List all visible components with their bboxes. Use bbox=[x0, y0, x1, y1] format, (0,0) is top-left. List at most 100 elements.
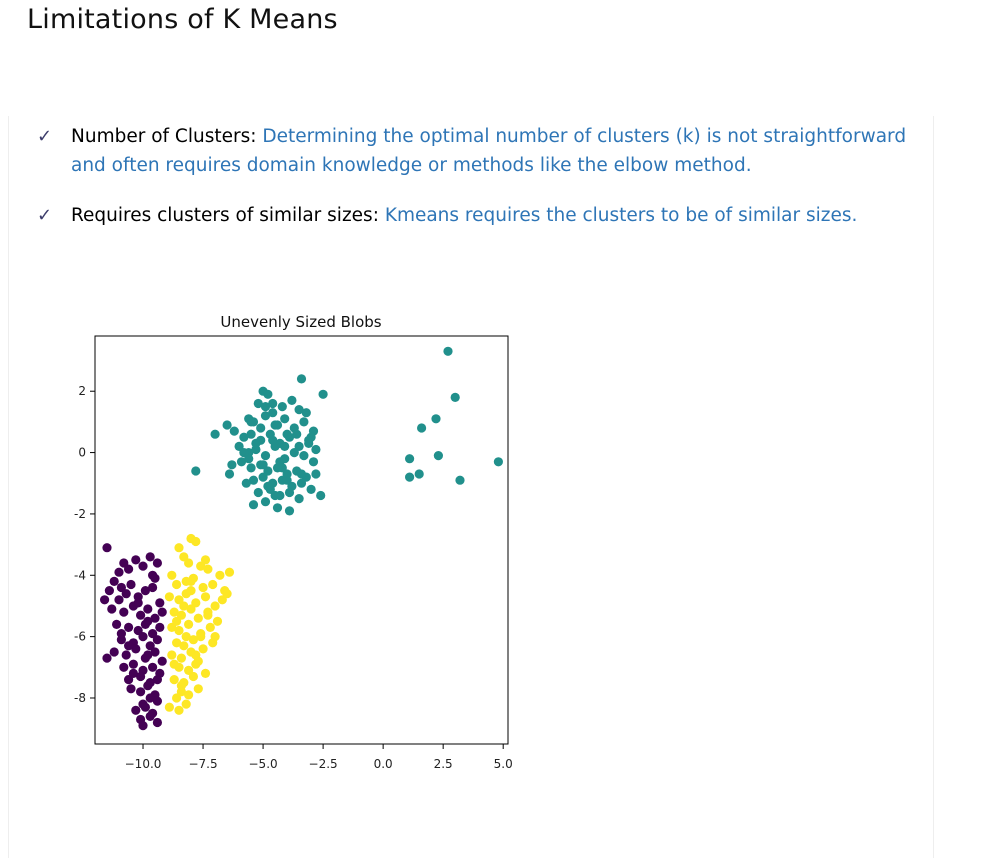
scatter-point bbox=[184, 619, 194, 629]
scatter-point bbox=[140, 702, 150, 712]
scatter-point bbox=[311, 469, 321, 479]
scatter-point bbox=[107, 604, 117, 614]
scatter-point bbox=[241, 478, 251, 488]
bullet-similar-sizes: ✓ Requires clusters of similar sizes: Km… bbox=[37, 201, 941, 230]
scatter-point bbox=[152, 696, 162, 706]
scatter-point bbox=[284, 506, 295, 516]
scatter-point bbox=[294, 494, 304, 504]
scatter-point bbox=[150, 613, 160, 623]
scatter-point bbox=[126, 579, 136, 590]
content-panel bbox=[8, 116, 934, 858]
scatter-point bbox=[263, 481, 273, 491]
scatter-point bbox=[148, 662, 158, 672]
scatter-point bbox=[191, 659, 201, 669]
scatter-point bbox=[301, 408, 311, 418]
scatter-point bbox=[172, 638, 182, 648]
y-tick-label: -8 bbox=[74, 691, 86, 705]
scatter-point bbox=[205, 622, 215, 632]
bullet-label: Requires clusters of similar sizes bbox=[71, 205, 373, 226]
scatter-point bbox=[184, 558, 194, 568]
scatter-point bbox=[200, 592, 211, 602]
scatter-point bbox=[102, 543, 112, 553]
scatter-point bbox=[188, 671, 198, 682]
scatter-point bbox=[181, 699, 191, 709]
scatter-point bbox=[224, 469, 235, 479]
scatter-point bbox=[306, 432, 316, 442]
scatter-point bbox=[277, 402, 287, 412]
scatter-point bbox=[114, 595, 124, 605]
scatter-point bbox=[124, 675, 134, 685]
scatter-point bbox=[172, 693, 182, 703]
scatter-point bbox=[196, 561, 206, 571]
scatter-point bbox=[210, 429, 220, 439]
bullet-number-of-clusters: ✓ Number of Clusters: Determining the op… bbox=[37, 122, 941, 180]
scatter-point bbox=[224, 567, 235, 577]
scatter-point bbox=[164, 592, 174, 602]
scatter-point bbox=[246, 463, 256, 473]
scatter-point bbox=[184, 690, 194, 700]
scatter-point bbox=[133, 598, 143, 608]
scatter-point bbox=[167, 570, 177, 580]
scatter-point bbox=[455, 475, 465, 485]
scatter-point bbox=[260, 411, 271, 421]
scatter-point bbox=[253, 398, 263, 409]
scatter-point bbox=[296, 469, 307, 479]
scatter-point bbox=[150, 573, 160, 583]
scatter-point bbox=[280, 441, 290, 451]
scatter-point bbox=[104, 586, 114, 596]
scatter-point bbox=[318, 389, 328, 399]
scatter-point bbox=[280, 414, 290, 424]
scatter-point bbox=[136, 671, 146, 682]
scatter-point bbox=[121, 589, 131, 599]
scatter-point bbox=[119, 607, 129, 617]
scatter-point bbox=[263, 389, 273, 399]
checkmark-icon: ✓ bbox=[37, 205, 53, 226]
scatter-point bbox=[256, 423, 266, 433]
scatter-point bbox=[136, 687, 146, 697]
scatter-point bbox=[128, 668, 138, 678]
scatter-point bbox=[294, 405, 304, 415]
scatter-point bbox=[186, 586, 196, 596]
scatter-point bbox=[176, 681, 186, 691]
scatter-point bbox=[186, 604, 196, 614]
scatter-point bbox=[152, 717, 162, 728]
scatter-point bbox=[174, 595, 184, 605]
scatter-point bbox=[212, 616, 223, 626]
scatter-point bbox=[277, 463, 287, 473]
scatter-point bbox=[191, 650, 201, 660]
scatter-point bbox=[155, 622, 165, 632]
scatter-point bbox=[169, 659, 179, 669]
scatter-point bbox=[143, 616, 153, 626]
scatter-point bbox=[294, 441, 304, 451]
scatter-point bbox=[143, 681, 153, 691]
scatter-point bbox=[174, 705, 184, 715]
x-axis: −10.0 −7.5 −5.0 −2.5 0.0 2.5 5.0 bbox=[125, 744, 513, 771]
scatter-point bbox=[121, 650, 131, 660]
scatter-point bbox=[124, 622, 134, 632]
scatter-point bbox=[157, 656, 167, 666]
scatter-point bbox=[164, 702, 174, 712]
scatter-point bbox=[179, 641, 189, 651]
scatter-point bbox=[198, 644, 208, 654]
scatter-point bbox=[143, 650, 153, 660]
scatter-point bbox=[145, 641, 155, 651]
scatter-point bbox=[258, 472, 268, 482]
scatter-point bbox=[191, 466, 201, 476]
scatter-point bbox=[299, 417, 309, 427]
plot-frame bbox=[94, 335, 509, 745]
scatter-point bbox=[100, 595, 110, 605]
scatter-point bbox=[405, 472, 415, 482]
x-tick-label: −10.0 bbox=[125, 757, 162, 771]
scatter-point bbox=[188, 635, 198, 645]
scatter-point bbox=[260, 497, 271, 507]
y-tick-label: 0 bbox=[78, 446, 86, 460]
x-tick-label: 0.0 bbox=[374, 757, 393, 771]
scatter-point bbox=[222, 589, 232, 599]
scatter-point bbox=[306, 484, 316, 494]
scatter-point bbox=[268, 435, 278, 445]
scatter-point bbox=[131, 555, 141, 565]
scatter-point bbox=[116, 582, 126, 593]
scatter-point bbox=[176, 653, 186, 663]
scatter-point bbox=[248, 475, 259, 485]
scatter-point bbox=[405, 454, 415, 464]
